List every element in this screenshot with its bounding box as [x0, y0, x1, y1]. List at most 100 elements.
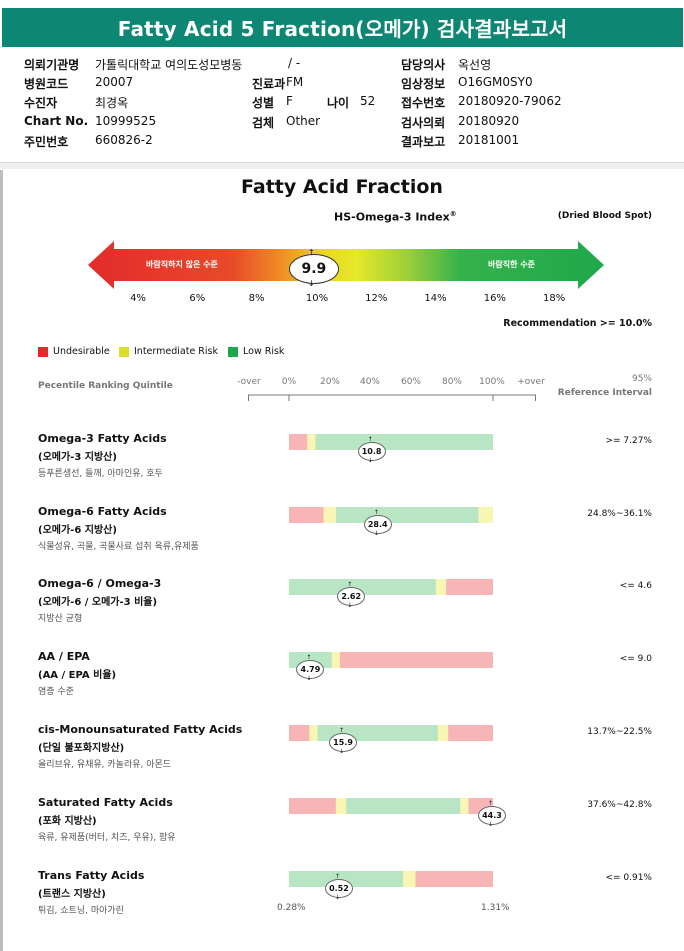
row-reference-3: <= 9.0: [619, 654, 652, 664]
row-bar-graphic-0: [289, 434, 493, 450]
row-1-segment-3: [478, 507, 493, 523]
patient-value-1: 20007: [95, 75, 134, 89]
legend-label-2: Low Risk: [243, 346, 285, 357]
row-0-segment-1: [307, 434, 316, 450]
row-name-6: Trans Fatty Acids: [38, 869, 145, 882]
percentile-tick-0: -over: [237, 377, 261, 387]
patient-label-1: 병원코드: [24, 77, 69, 91]
section-divider: [0, 162, 684, 169]
scale-tick-4: 12%: [365, 293, 388, 304]
specimen-type: (Dried Blood Spot): [557, 211, 652, 221]
index-title: HS-Omega-3 Index®: [334, 210, 457, 224]
row-korean-name-2: (오메가-6 / 오메가-3 비율): [38, 597, 158, 608]
doctor-value-3: 20180920: [458, 114, 520, 128]
section-title: Fatty Acid Fraction: [241, 176, 443, 198]
doctor-value-1: O16GM0SY0: [458, 75, 533, 89]
clinic-value-1: FM: [286, 75, 304, 89]
row-bar-6: [289, 871, 493, 887]
score-pointer-down: ↓: [308, 279, 315, 288]
row-value-marker-5: 44.3: [477, 806, 506, 825]
row-bar-2: [289, 579, 493, 595]
row-korean-name-1: (오메가-6 지방산): [38, 525, 117, 536]
row-marker-down-5: ↓: [487, 821, 493, 828]
row-name-5: Saturated Fatty Acids: [38, 796, 173, 809]
scale-tick-0: 4%: [130, 293, 146, 304]
scale-tick-7: 18%: [543, 293, 566, 304]
row-name-0: Omega-3 Fatty Acids: [38, 432, 167, 445]
percentile-tick-1: 0%: [281, 377, 297, 387]
doctor-value-4: 20181001: [458, 133, 520, 147]
row-marker-down-0: ↓: [367, 457, 373, 464]
legend-swatch-1: [119, 346, 129, 357]
ref-header-percent: 95%: [631, 374, 652, 384]
scale-tick-6: 16%: [483, 293, 506, 304]
row-6-segment-1: [403, 871, 416, 887]
percentile-tick-2: 20%: [319, 377, 340, 387]
row-4-segment-3: [437, 725, 449, 741]
row-4-segment-0: [289, 725, 310, 741]
row-name-4: cis-Monounsaturated Fatty Acids: [38, 723, 243, 736]
patient-label-3: Chart No.: [24, 114, 89, 128]
row-bar-graphic-2: [289, 579, 493, 595]
row-5-segment-3: [460, 798, 469, 814]
legend-swatch-2: [228, 346, 238, 357]
patient-value-0: 가톨릭대학교 여의도성모병동: [95, 58, 243, 72]
legend-item-0: Undesirable: [38, 346, 110, 357]
percentile-tick-4: 60%: [400, 377, 421, 387]
row-1-segment-1: [323, 507, 336, 523]
report-title: Fatty Acid 5 Fraction(오메가) 검사결과보고서: [2, 8, 683, 47]
row-marker-up-6: ↑: [334, 873, 340, 880]
row-bar-graphic-5: [289, 798, 493, 814]
row-value-marker-2: 2.62: [337, 587, 366, 606]
clinic-label-2: 성별: [252, 96, 275, 110]
row-marker-up-3: ↑: [306, 654, 312, 661]
recommendation: Recommendation >= 10.0%: [503, 318, 652, 329]
row-marker-up-0: ↑: [367, 436, 373, 443]
legend-item-1: Intermediate Risk: [119, 346, 218, 357]
row-reference-2: <= 4.6: [619, 581, 652, 591]
row-reference-4: 13.7%~22.5%: [587, 727, 652, 737]
age-value: 52: [360, 94, 376, 108]
row-korean-name-5: (포화 지방산): [38, 816, 97, 827]
row-0-segment-0: [289, 434, 308, 450]
clinic-label-3: 검체: [252, 116, 275, 130]
row-6-segment-2: [415, 871, 493, 887]
row-food-sources-1: 식물성유, 곡물, 곡물사료 섭취 육류,유제품: [38, 542, 199, 552]
doctor-label-1: 임상정보: [401, 77, 446, 91]
ref-header-interval: Reference Interval: [557, 388, 652, 398]
row-food-sources-2: 지방산 균형: [38, 614, 83, 624]
row-3-segment-1: [331, 652, 340, 668]
row-value-marker-1: 28.4: [363, 515, 392, 534]
row-reference-5: 37.6%~42.8%: [587, 800, 652, 810]
row-reference-1: 24.8%~36.1%: [587, 509, 652, 519]
row-marker-down-4: ↓: [339, 748, 345, 755]
percentile-axis-line: [248, 394, 536, 401]
doctor-label-3: 검사의뢰: [401, 116, 446, 130]
doctor-value-2: 20180920-79062: [458, 94, 562, 108]
row-4-segment-1: [309, 725, 318, 741]
row-bar-4: [289, 725, 493, 741]
row-bar-5: [289, 798, 493, 814]
desirable-level-label: 바람직한 수준: [488, 260, 535, 269]
omega3-index-score: 9.9: [288, 254, 339, 284]
row-1-segment-0: [289, 507, 324, 523]
row-min-6: 0.28%: [277, 903, 306, 913]
scale-tick-3: 10%: [305, 293, 329, 304]
clinic-label-1: 진료과: [252, 77, 286, 91]
row-2-segment-1: [435, 579, 447, 595]
row-value-marker-0: 10.8: [357, 442, 386, 461]
legend-item-2: Low Risk: [228, 346, 284, 357]
scale-tick-1: 6%: [189, 293, 206, 304]
row-marker-down-6: ↓: [334, 894, 340, 901]
row-value-marker-3: 4.79: [296, 660, 325, 679]
row-korean-name-0: (오메가-3 지방산): [38, 452, 117, 463]
row-3-segment-2: [340, 652, 493, 668]
row-food-sources-3: 염증 수준: [38, 687, 74, 697]
row-0-segment-2: [315, 434, 493, 450]
patient-value-4: 660826-2: [95, 133, 153, 147]
row-5-segment-0: [289, 798, 336, 814]
patient-label-2: 수진자: [24, 96, 58, 110]
doctor-label-4: 결과보고: [401, 135, 446, 149]
row-max-6: 1.31%: [481, 903, 510, 913]
row-bar-0: [289, 434, 493, 450]
